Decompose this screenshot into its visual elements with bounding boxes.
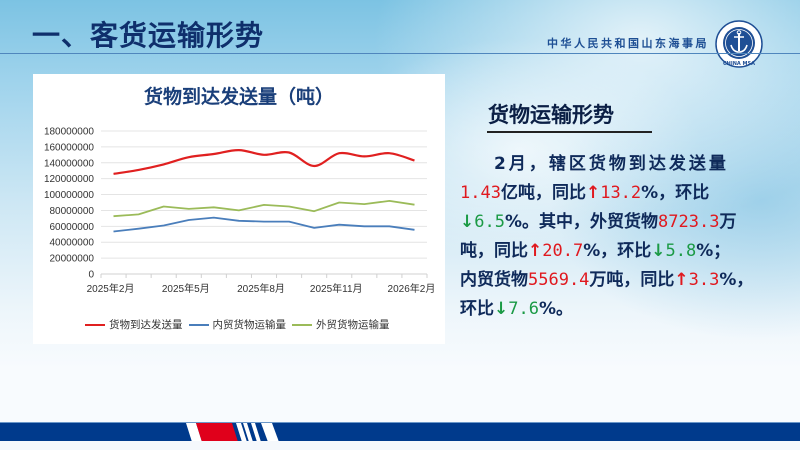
legend-label: 外贸货物运输量 (316, 319, 390, 331)
stat-value: 1.43 (460, 183, 501, 203)
chart-legend: 货物到达发送量 内贸货物运输量 外贸货物运输量 (85, 317, 390, 332)
svg-text:CHINA MSA: CHINA MSA (723, 61, 755, 67)
legend-label: 内贸货物运输量 (212, 319, 287, 331)
chart-card: 货物到达发送量（吨） 180000000 160000000 140000000 12… (33, 74, 445, 344)
summary-text: %。 (538, 299, 574, 319)
summary-text: 内贸货物 (460, 270, 528, 290)
summary-text: 万吨，同比 (589, 270, 675, 290)
arrow-up-icon: ↑ (585, 183, 601, 203)
summary-text: %， (719, 270, 754, 290)
stat-value: 7.6 (508, 299, 539, 319)
arrow-down-icon: ↓ (460, 212, 475, 232)
summary-line: 吨，同比↑20.7%，环比↓5.8%； (460, 237, 790, 266)
section-title: 货物运输形势 (488, 103, 614, 127)
x-tick-label: 2025年2月 (87, 282, 135, 295)
header: 一、客货运输形势 中华人民共和国山东海事局 CHINA MSA (0, 0, 800, 68)
stat-value: 5.8 (665, 241, 697, 261)
y-tick-label: 160000000 (44, 142, 94, 153)
y-tick-label: 180000000 (44, 127, 94, 138)
organization-name: 中华人民共和国山东海事局 (547, 37, 709, 50)
summary-text: %，环比 (583, 241, 652, 261)
x-tick-label: 2025年11月 (310, 282, 363, 295)
summary-text: 吨，同比 (460, 241, 528, 261)
series-line (113, 200, 415, 218)
summary-line: 环比↓7.6%。 (460, 295, 790, 324)
arrow-up-icon: ↑ (528, 241, 543, 261)
arrow-down-icon: ↓ (651, 241, 666, 261)
line-chart: 180000000 160000000 140000000 120000000 1000… (44, 127, 436, 296)
summary-text: 亿吨，同比 (500, 183, 586, 203)
stat-value: 3.3 (688, 270, 720, 290)
arrow-down-icon: ↓ (494, 299, 509, 319)
y-tick-label: 120000000 (44, 174, 94, 185)
summary-text: 2月，辖区货物到达发送量 (494, 154, 729, 174)
summary-line: 内贸货物5569.4万吨，同比↑3.3%， (460, 266, 790, 295)
footer-band (0, 422, 800, 442)
stat-value: 8723.3 (658, 212, 720, 232)
y-tick-label: 100000000 (44, 190, 94, 201)
legend-swatch (292, 323, 312, 326)
footer-stripes-decoration (186, 423, 279, 442)
series-line (113, 148, 415, 175)
stat-value: 6.5 (474, 212, 505, 232)
y-tick-label: 60000000 (50, 222, 95, 233)
legend-item: 外贸货物运输量 (292, 317, 390, 332)
x-tick-label: 2025年5月 (162, 282, 210, 295)
arrow-up-icon: ↑ (674, 270, 689, 290)
anchor-emblem-icon: CHINA MSA (715, 20, 763, 68)
summary-line: 2月，辖区货物到达发送量 (460, 150, 790, 179)
legend-item: 货物到达发送量 (85, 317, 183, 332)
legend-item: 内贸货物运输量 (188, 317, 287, 332)
page-title: 一、客货运输形势 (32, 19, 265, 52)
summary-paragraph: 2月，辖区货物到达发送量 1.43亿吨，同比↑13.2%，环比 ↓6.5%。其中，外… (460, 150, 790, 324)
series-line (113, 216, 415, 233)
summary-text: %，环比 (641, 183, 710, 203)
footer-bottom (0, 441, 800, 450)
stat-value: 20.7 (542, 241, 584, 261)
header-divider (0, 53, 800, 54)
legend-label: 货物到达发送量 (109, 319, 183, 331)
summary-line: ↓6.5%。其中，外贸货物8723.3万 (460, 208, 790, 237)
y-tick-label: 40000000 (50, 238, 95, 249)
y-tick-label: 0 (88, 270, 94, 281)
legend-swatch (188, 323, 209, 326)
summary-text: 环比 (460, 299, 494, 319)
section-underline (487, 131, 652, 133)
y-tick-label: 20000000 (50, 254, 95, 265)
chart-title: 货物到达发送量（吨） (143, 86, 334, 108)
summary-text: %。其中，外贸货物 (504, 212, 659, 232)
summary-text: %； (696, 241, 731, 261)
y-tick-label: 80000000 (50, 206, 95, 217)
summary-line: 1.43亿吨，同比↑13.2%，环比 (460, 179, 790, 208)
stat-value: 13.2 (600, 183, 642, 203)
summary-text: 万 (719, 212, 737, 232)
y-tick-label: 140000000 (44, 158, 94, 169)
x-tick-label: 2025年8月 (237, 282, 285, 295)
x-tick-label: 2026年2月 (388, 282, 436, 295)
legend-swatch (85, 323, 105, 326)
stat-value: 5569.4 (528, 270, 590, 290)
